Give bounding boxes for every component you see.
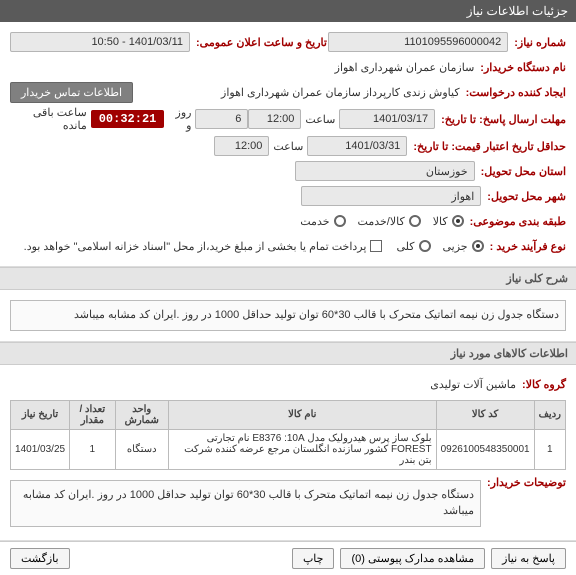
radio-kala-label: کالا: [433, 215, 448, 228]
requester-label: ایجاد کننده درخواست:: [466, 86, 566, 99]
days-label: روز و: [168, 106, 191, 132]
cell-name: بلوک ساز پرس هیدرولیک مدل E8376 :10A نام…: [168, 429, 436, 469]
days-field: 6: [195, 109, 248, 129]
col-date: تاریخ نیاز: [11, 400, 70, 429]
min-valid-date-field: 1401/03/31: [307, 136, 407, 156]
buy-type-label: نوع فرآیند خرید :: [490, 240, 566, 253]
col-unit: واحد شمارش: [115, 400, 168, 429]
deadline-reply-time-field: 12:00: [248, 109, 301, 129]
reply-button[interactable]: پاسخ به نیاز: [491, 548, 566, 569]
radio-service-label: خدمت: [300, 215, 329, 228]
time-label-2: ساعت: [273, 140, 303, 153]
province-field: خوزستان: [295, 161, 475, 181]
radio-dot-icon: [334, 215, 346, 227]
print-button[interactable]: چاپ: [292, 548, 335, 569]
announce-label: تاریخ و ساعت اعلان عمومی:: [196, 36, 327, 49]
deadline-reply-label: مهلت ارسال پاسخ: تا تاریخ:: [441, 113, 566, 126]
payment-checkbox[interactable]: [370, 240, 382, 252]
summary-text: دستگاه جدول زن نیمه اتماتیک متحرک با قال…: [10, 300, 566, 331]
group-label: گروه کالا:: [522, 378, 566, 391]
province-label: استان محل تحویل:: [481, 165, 566, 178]
deadline-reply-date-field: 1401/03/17: [339, 109, 435, 129]
col-row: ردیف: [534, 400, 565, 429]
attachments-button[interactable]: مشاهده مدارک پیوستی (0): [340, 548, 485, 569]
group-value: ماشین آلات تولیدی: [430, 378, 516, 391]
cell-date: 1401/03/25: [11, 429, 70, 469]
items-table: ردیف کد کالا نام کالا واحد شمارش تعداد /…: [10, 400, 566, 470]
col-qty: تعداد / مقدار: [70, 400, 115, 429]
radio-koli-label: کلی: [396, 240, 414, 253]
window-title: جزئیات اطلاعات نیاز: [0, 0, 576, 22]
need-number-label: شماره نیاز:: [514, 36, 566, 49]
radio-kala[interactable]: کالا: [433, 215, 464, 228]
need-number-field: 1101095596000042: [328, 32, 508, 52]
min-valid-label: حداقل تاریخ اعتبار قیمت: تا تاریخ:: [413, 140, 566, 153]
summary-header: شرح کلی نیاز: [0, 267, 576, 290]
radio-jozi-label: جزیی: [443, 240, 468, 253]
pack-label: طبقه بندی موضوعی:: [470, 215, 566, 228]
buyer-value: سازمان عمران شهرداری اهواز: [335, 61, 475, 74]
table-row[interactable]: 1 0926100548350001 بلوک ساز پرس هیدرولیک…: [11, 429, 566, 469]
min-valid-time-field: 12:00: [214, 136, 269, 156]
payment-note: پرداخت تمام یا بخشی از مبلغ خرید،از محل …: [24, 240, 367, 253]
time-label-1: ساعت: [305, 113, 335, 126]
radio-khadamat[interactable]: کالا/خدمت: [358, 215, 421, 228]
items-header: اطلاعات کالاهای مورد نیاز: [0, 342, 576, 365]
buyer-label: نام دستگاه خریدار:: [480, 61, 566, 74]
col-code: کد کالا: [436, 400, 534, 429]
radio-service[interactable]: خدمت: [300, 215, 345, 228]
city-field: اهواز: [301, 186, 481, 206]
contact-buyer-button[interactable]: اطلاعات تماس خریدار: [10, 82, 133, 103]
radio-dot-icon: [452, 215, 464, 227]
countdown-timer: 00:32:21: [91, 110, 165, 128]
radio-dot-icon: [419, 240, 431, 252]
radio-khadamat-label: کالا/خدمت: [358, 215, 405, 228]
city-label: شهر محل تحویل:: [487, 190, 566, 203]
cell-code: 0926100548350001: [436, 429, 534, 469]
remaining-label: ساعت باقی مانده: [10, 106, 87, 132]
cell-unit: دستگاه: [115, 429, 168, 469]
cell-row-n: 1: [534, 429, 565, 469]
notes-text: دستگاه جدول زن نیمه اتماتیک متحرک با قال…: [10, 480, 481, 527]
requester-value: کیاوش زندی کارپرداز سازمان عمران شهرداری…: [221, 86, 460, 99]
cell-qty: 1: [70, 429, 115, 469]
radio-dot-icon: [472, 240, 484, 252]
announce-datetime-field: 1401/03/11 - 10:50: [10, 32, 190, 52]
radio-jozi[interactable]: جزیی: [443, 240, 484, 253]
radio-dot-icon: [409, 215, 421, 227]
back-button[interactable]: بازگشت: [10, 548, 70, 569]
col-name: نام کالا: [168, 400, 436, 429]
radio-koli[interactable]: کلی: [396, 240, 430, 253]
notes-label: توضیحات خریدار:: [487, 476, 566, 489]
